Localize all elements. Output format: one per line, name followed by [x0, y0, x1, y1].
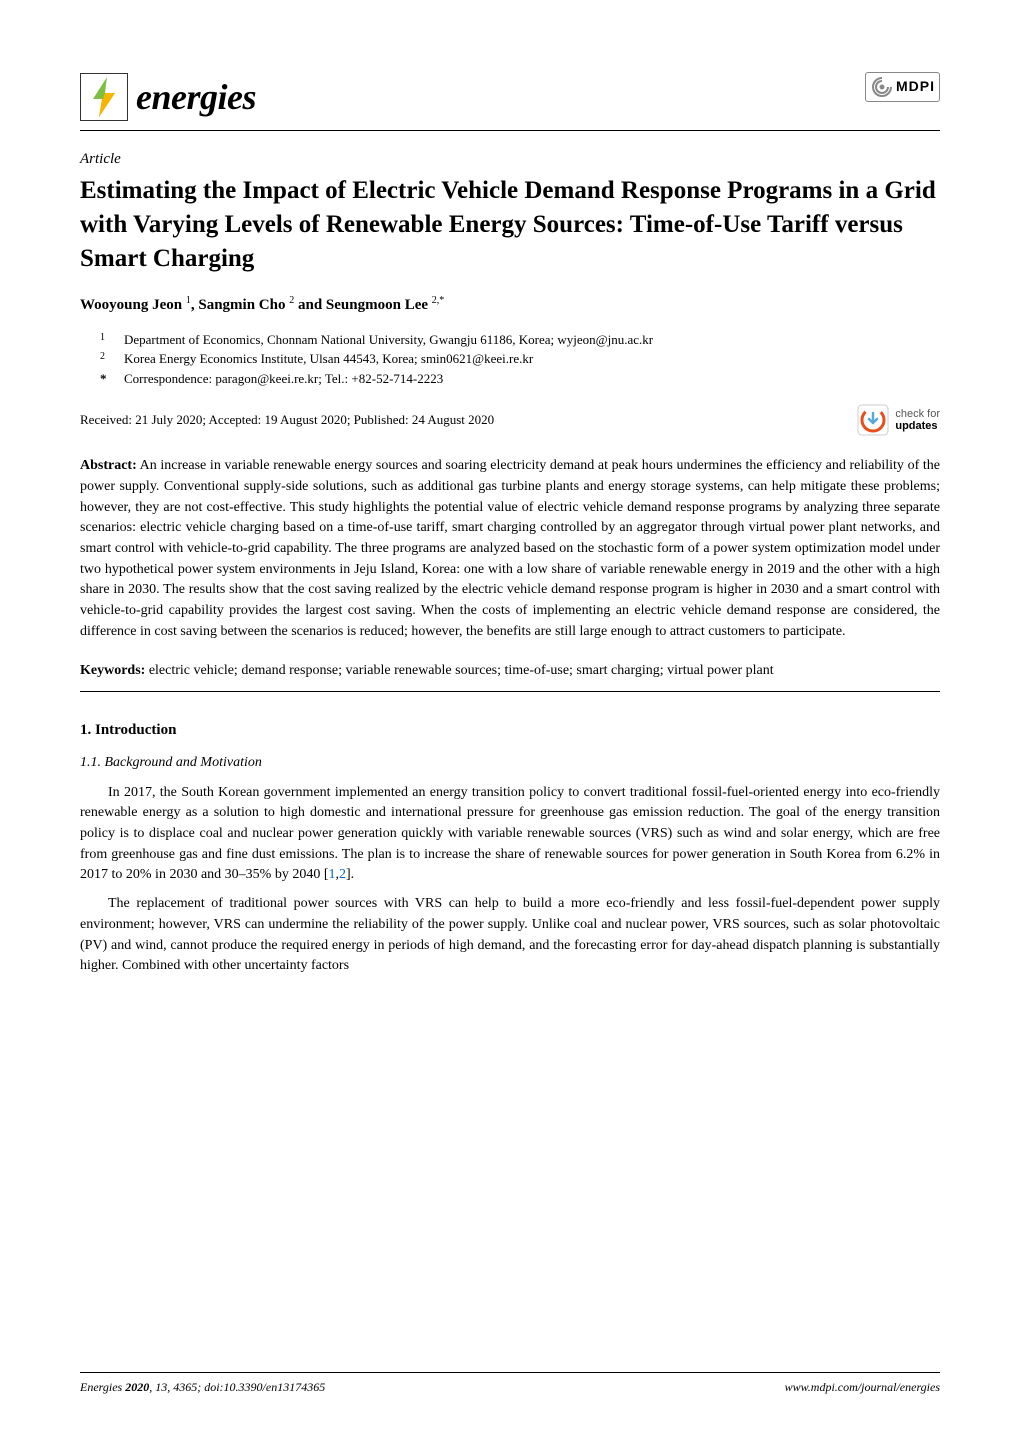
affiliation-1: 1 Department of Economics, Chonnam Natio…	[100, 330, 940, 350]
check-updates-text: check for updates	[895, 408, 940, 432]
header-row: energies MDPI	[80, 72, 940, 122]
body-paragraph-2: The replacement of traditional power sou…	[80, 894, 940, 977]
check-updates-line1: check for	[895, 408, 940, 420]
author-1: Wooyoung Jeon	[80, 297, 186, 313]
footer-divider	[80, 1372, 940, 1373]
footer-row: Energies 2020, 13, 4365; doi:10.3390/en1…	[80, 1379, 940, 1396]
affiliation-2-num: 2	[100, 349, 110, 369]
keywords: Keywords: electric vehicle; demand respo…	[80, 661, 940, 681]
journal-logo-box	[80, 73, 128, 121]
affiliation-1-text: Department of Economics, Chonnam Nationa…	[124, 330, 653, 350]
citation-2[interactable]: 2	[339, 867, 346, 882]
section-1-1-heading: 1.1. Background and Motivation	[80, 753, 940, 773]
affiliation-2-text: Korea Energy Economics Institute, Ulsan …	[124, 349, 533, 369]
affiliation-2: 2 Korea Energy Economics Institute, Ulsa…	[100, 349, 940, 369]
authors-line: Wooyoung Jeon 1, Sangmin Cho 2 and Seung…	[80, 294, 940, 316]
para1-post: ].	[346, 867, 354, 882]
author-sep-2: and Seungmoon Lee	[294, 297, 432, 313]
dates-row: Received: 21 July 2020; Accepted: 19 Aug…	[80, 404, 940, 436]
bolt-icon	[89, 77, 119, 117]
body-paragraph-1: In 2017, the South Korean government imp…	[80, 783, 940, 887]
article-type: Article	[80, 149, 940, 170]
check-updates-icon	[857, 404, 889, 436]
mdpi-swirl-icon	[870, 75, 894, 99]
mdpi-logo: MDPI	[865, 72, 940, 102]
section-1-heading: 1. Introduction	[80, 720, 940, 741]
check-updates-line2: updates	[895, 420, 940, 432]
article-title: Estimating the Impact of Electric Vehicl…	[80, 174, 940, 275]
footer-rest: , 13, 4365; doi:10.3390/en13174365	[149, 1380, 325, 1394]
dates-text: Received: 21 July 2020; Accepted: 19 Aug…	[80, 411, 494, 429]
affiliations: 1 Department of Economics, Chonnam Natio…	[100, 330, 940, 389]
footer: Energies 2020, 13, 4365; doi:10.3390/en1…	[80, 1372, 940, 1396]
journal-logo: energies	[80, 72, 256, 122]
check-updates-badge[interactable]: check for updates	[857, 404, 940, 436]
abstract-label: Abstract:	[80, 458, 137, 473]
correspondence-marker: *	[100, 369, 110, 389]
keywords-text: electric vehicle; demand response; varia…	[145, 663, 773, 678]
keywords-label: Keywords:	[80, 663, 145, 678]
journal-name: energies	[136, 72, 256, 122]
author-sep-1: , Sangmin Cho	[191, 297, 289, 313]
author-3-sup: 2,*	[432, 295, 445, 306]
footer-year: 2020	[125, 1380, 149, 1394]
correspondence-text: Correspondence: paragon@keei.re.kr; Tel.…	[124, 369, 443, 389]
footer-right-link[interactable]: www.mdpi.com/journal/energies	[785, 1379, 940, 1396]
mdpi-label: MDPI	[896, 77, 935, 97]
footer-left: Energies 2020, 13, 4365; doi:10.3390/en1…	[80, 1379, 325, 1396]
correspondence: * Correspondence: paragon@keei.re.kr; Te…	[100, 369, 940, 389]
affiliation-1-num: 1	[100, 330, 110, 350]
header-divider	[80, 130, 940, 131]
footer-journal: Energies	[80, 1380, 125, 1394]
abstract-text: An increase in variable renewable energy…	[80, 458, 940, 639]
abstract: Abstract: An increase in variable renewa…	[80, 456, 940, 642]
para1-pre: In 2017, the South Korean government imp…	[80, 785, 940, 883]
keywords-divider	[80, 691, 940, 692]
